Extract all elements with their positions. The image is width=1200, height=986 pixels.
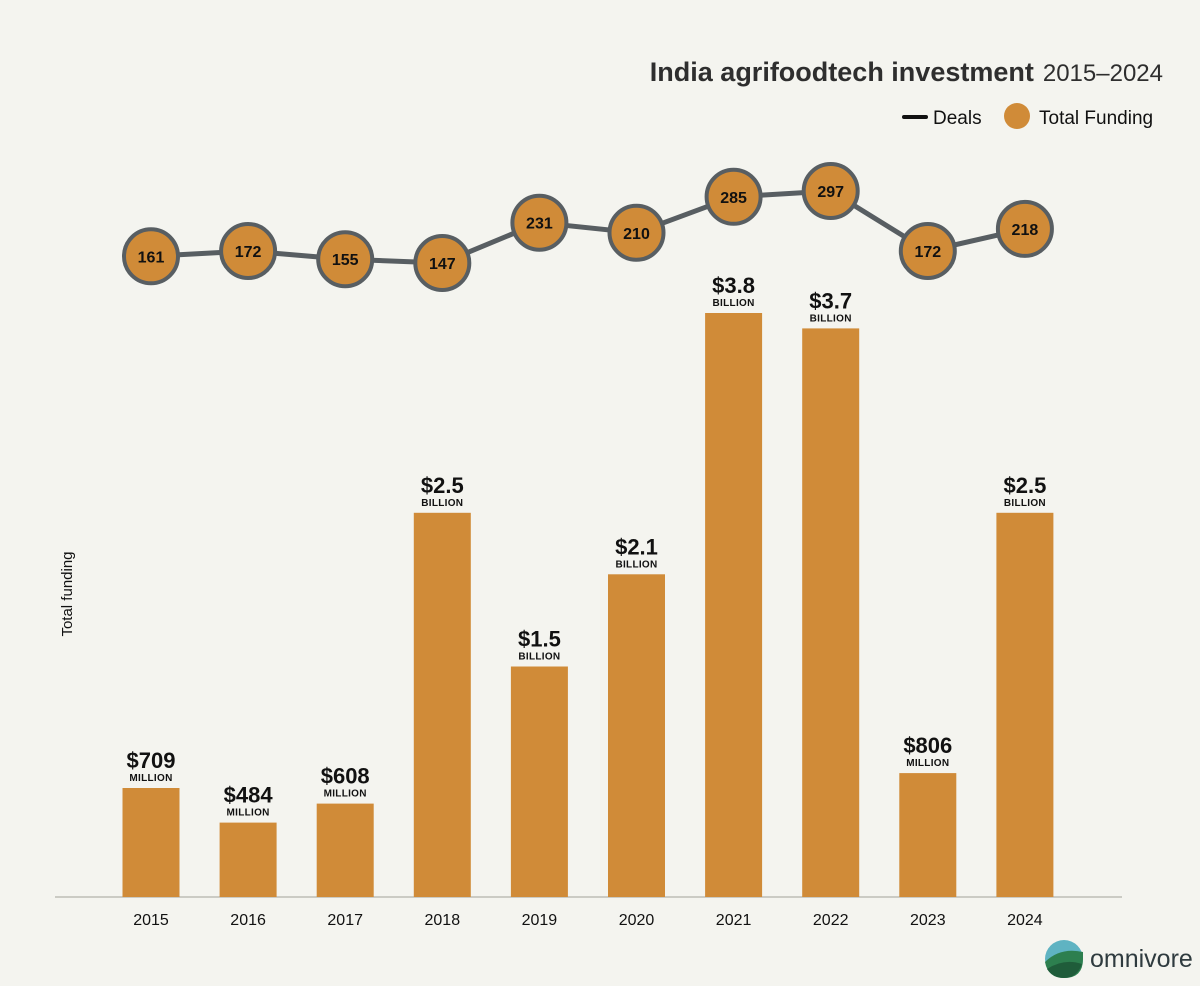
x-tick-label-2015: 2015 (133, 912, 169, 929)
bar-unit-label-2024: BILLION (1004, 498, 1046, 509)
deals-marker-2023 (898, 222, 957, 280)
deals-value-label-2020: 210 (623, 226, 650, 243)
bar-amount-label-2019: $1.5 (518, 627, 561, 652)
deals-markers: 161 172 155 147 231 210 285 297 172 218 (122, 162, 1054, 292)
deals-marker-2016 (219, 222, 278, 280)
legend-funding-circle-icon (1004, 103, 1030, 129)
x-tick-label-2019: 2019 (522, 912, 558, 929)
x-tick-label-2021: 2021 (716, 912, 752, 929)
funding-bar-2021 (705, 313, 763, 897)
bar-unit-label-2016: MILLION (226, 808, 269, 819)
bar-unit-label-2021: BILLION (713, 298, 755, 309)
bar-unit-label-2018: BILLION (421, 498, 463, 509)
bars (122, 313, 1054, 897)
chart-title-subtitle: 2015–2024 (1043, 60, 1163, 87)
chart-title-main: India agrifoodtech investment (650, 57, 1034, 87)
x-tick-label-2018: 2018 (425, 912, 461, 929)
funding-bar-2022 (802, 328, 860, 897)
funding-bar-2023 (899, 773, 957, 897)
deals-line (148, 188, 1028, 266)
deals-marker-2022 (801, 162, 860, 220)
x-axis-ticks: 2015 2016 2017 2018 2019 2020 2021 2022 2023 2024 (133, 912, 1043, 929)
x-tick-label-2024: 2024 (1007, 912, 1043, 929)
deals-marker-2015 (122, 227, 180, 286)
bar-amount-label-2022: $3.7 (809, 288, 852, 313)
deals-marker-2020 (607, 203, 666, 262)
bar-unit-label-2023: MILLION (906, 758, 949, 769)
omnivore-logo-text: omnivore (1090, 945, 1193, 973)
funding-bar-2016 (219, 822, 277, 897)
y-axis-label: Total funding (59, 551, 76, 636)
bar-value-labels: $709MILLION$484MILLION$608MILLION$2.5BIL… (127, 273, 1047, 819)
omnivore-logo-icon (1045, 940, 1083, 978)
deals-marker-2018 (413, 234, 472, 292)
deals-marker-2024 (995, 199, 1054, 258)
deals-value-label-2022: 297 (817, 184, 844, 201)
bar-unit-label-2020: BILLION (615, 559, 657, 570)
funding-bar-2020 (608, 574, 665, 897)
bar-amount-label-2021: $3.8 (712, 273, 755, 298)
bar-amount-label-2017: $608 (321, 764, 370, 789)
funding-bar-2018 (413, 512, 471, 897)
deals-marker-2017 (316, 230, 375, 289)
chart-title: India agrifoodtech investment 2015–2024 (650, 57, 1163, 87)
deals-value-label-2015: 161 (138, 249, 165, 266)
deals-value-label-2019: 231 (526, 216, 553, 233)
funding-bar-2019 (510, 666, 568, 897)
funding-bar-2015 (122, 788, 180, 897)
bar-amount-label-2024: $2.5 (1003, 473, 1046, 498)
funding-bar-2024 (996, 512, 1054, 897)
funding-bar-2017 (316, 803, 374, 897)
deals-value-label-2017: 155 (332, 252, 359, 269)
deals-value-label-2016: 172 (235, 244, 262, 261)
x-tick-label-2017: 2017 (327, 912, 363, 929)
bar-amount-label-2015: $709 (127, 748, 176, 773)
bar-amount-label-2020: $2.1 (615, 534, 658, 559)
x-tick-label-2016: 2016 (230, 912, 266, 929)
bar-amount-label-2023: $806 (903, 733, 952, 758)
legend-funding-label: Total Funding (1039, 108, 1153, 129)
bar-unit-label-2019: BILLION (518, 652, 560, 663)
deals-marker-2021 (704, 167, 763, 226)
deals-value-label-2018: 147 (429, 256, 456, 273)
bar-amount-label-2018: $2.5 (421, 473, 464, 498)
bar-amount-label-2016: $484 (224, 783, 274, 808)
deals-value-label-2023: 172 (914, 244, 941, 261)
deals-value-label-2024: 218 (1012, 222, 1039, 239)
x-tick-label-2020: 2020 (619, 912, 655, 929)
deals-value-label-2021: 285 (720, 190, 747, 207)
deals-marker-2019 (510, 193, 569, 252)
x-tick-label-2022: 2022 (813, 912, 849, 929)
legend-deals-label: Deals (933, 108, 982, 129)
bar-unit-label-2015: MILLION (129, 773, 172, 784)
x-tick-label-2023: 2023 (910, 912, 946, 929)
bar-unit-label-2022: BILLION (810, 313, 852, 324)
omnivore-logo: omnivore (1045, 940, 1193, 978)
bar-unit-label-2017: MILLION (324, 789, 367, 800)
legend: Deals Total Funding (902, 103, 1153, 129)
deals-line-series (148, 188, 1028, 266)
